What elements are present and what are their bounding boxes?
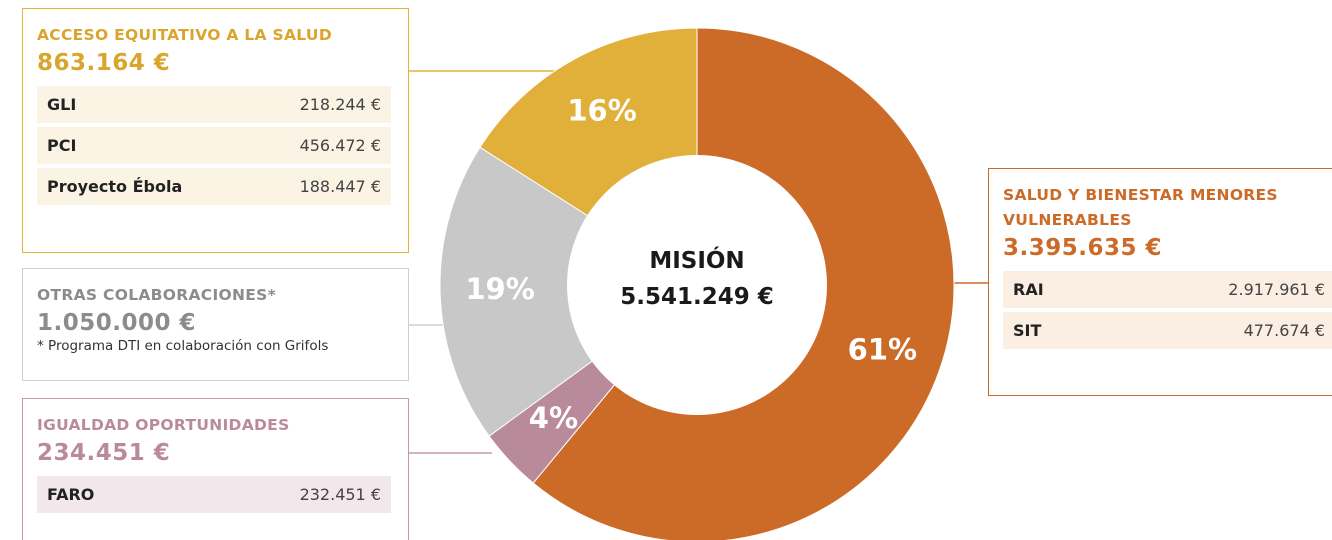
program-name: PCI (47, 136, 77, 155)
program-row: PCI 456.472 € (37, 127, 391, 164)
program-name: SIT (1013, 321, 1042, 340)
category-panel: SALUD Y BIENESTAR MENORES VULNERABLES 3.3… (988, 168, 1332, 396)
program-row: Proyecto Ébola 188.447 € (37, 168, 391, 205)
program-amount: 232.451 € (299, 485, 381, 504)
category-panel: IGUALDAD OPORTUNIDADES 234.451 € FARO 232.4… (22, 398, 409, 540)
program-amount: 456.472 € (299, 136, 381, 155)
program-name: FARO (47, 485, 95, 504)
panel-total: 234.451 € (37, 440, 171, 466)
donut-hole (567, 155, 827, 415)
panel-total: 3.395.635 € (1003, 235, 1163, 261)
panel-title: SALUD Y BIENESTAR MENORES VULNERABLES (1003, 186, 1278, 229)
slice-label: 19% (465, 272, 534, 306)
panel-title: OTRAS COLABORACIONES* (37, 286, 277, 304)
program-name: RAI (1013, 280, 1044, 299)
program-amount: 477.674 € (1243, 321, 1325, 340)
program-name: GLI (47, 95, 77, 114)
panel-title: ACCESO EQUITATIVO A LA SALUD (37, 26, 332, 44)
panel-title: IGUALDAD OPORTUNIDADES (37, 416, 290, 434)
program-name: Proyecto Ébola (47, 177, 183, 196)
program-row: RAI 2.917.961 € (1003, 271, 1332, 308)
panel-total: 863.164 € (37, 50, 171, 76)
slice-label: 16% (567, 93, 636, 127)
center-title: MISIÓN (649, 246, 744, 274)
category-panel: OTRAS COLABORACIONES* 1.050.000 € * Progra… (22, 268, 409, 381)
panel-total: 1.050.000 € (37, 310, 197, 336)
program-row: FARO 232.451 € (37, 476, 391, 513)
program-row: SIT 477.674 € (1003, 312, 1332, 349)
slice-label: 4% (529, 401, 578, 435)
program-amount: 218.244 € (299, 95, 381, 114)
category-panel: ACCESO EQUITATIVO A LA SALUD 863.164 € GLI… (22, 8, 409, 253)
program-row: GLI 218.244 € (37, 86, 391, 123)
slice-label: 61% (848, 333, 917, 367)
program-amount: 188.447 € (299, 177, 381, 196)
panel-note: * Programa DTI en colaboración con Grifo… (37, 338, 329, 354)
center-value: 5.541.249 € (620, 284, 774, 310)
program-amount: 2.917.961 € (1228, 280, 1325, 299)
